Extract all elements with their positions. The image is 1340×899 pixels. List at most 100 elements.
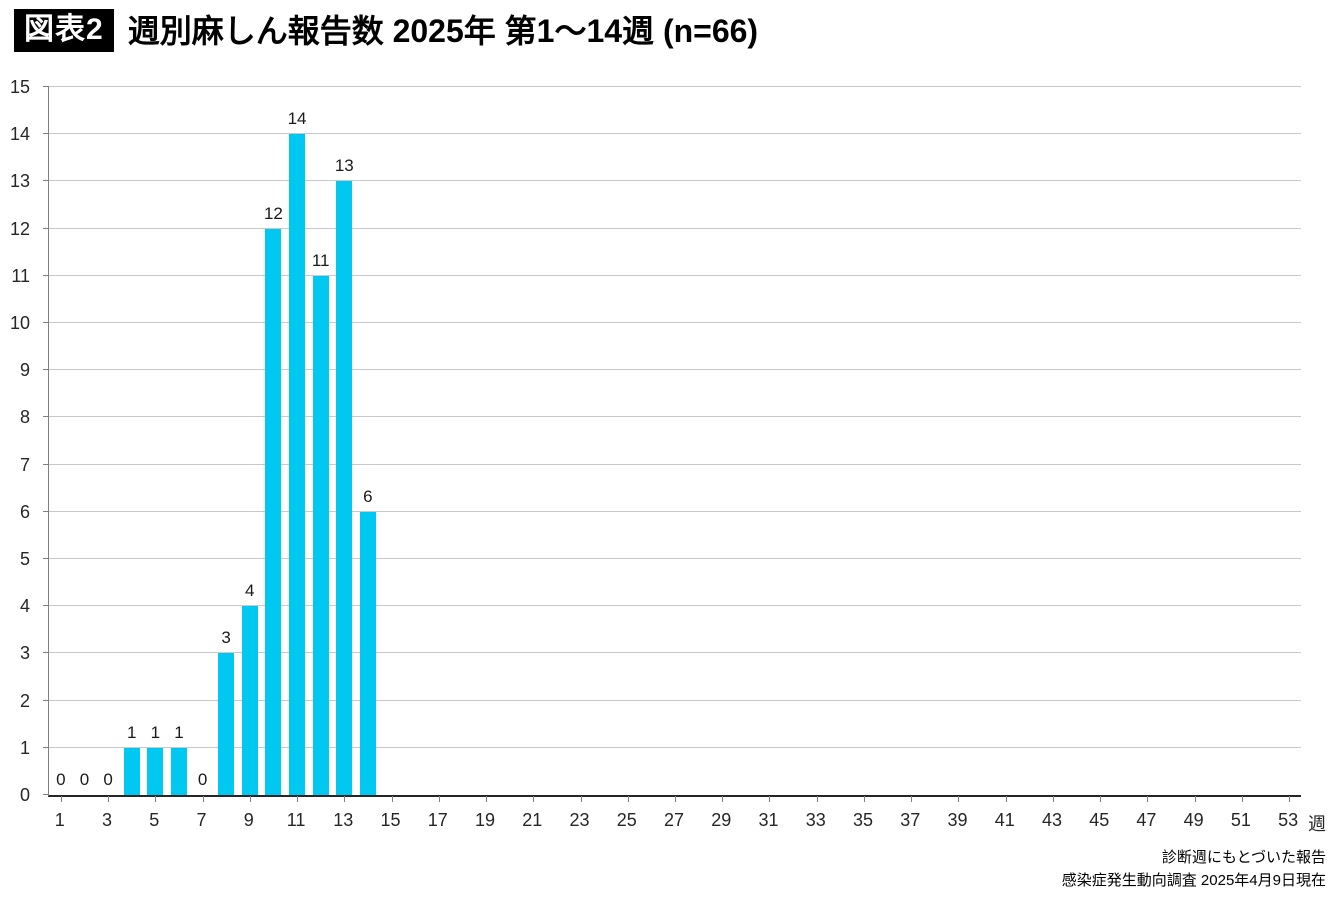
x-axis-tick — [108, 796, 110, 802]
figure-title: 週別麻しん報告数 2025年 第1〜14週 (n=66) — [127, 12, 759, 49]
bar-value-label: 11 — [311, 250, 330, 270]
x-axis-tick-label: 5 — [149, 810, 160, 830]
x-axis-tick-label: 47 — [1136, 810, 1157, 830]
y-axis-tick-label: 5 — [19, 549, 30, 569]
x-axis-tick — [1194, 796, 1196, 802]
x-axis-tick — [722, 796, 724, 802]
x-axis-tick — [1241, 796, 1243, 802]
gridline — [49, 322, 1301, 323]
figure-number-badge: 図表2 — [14, 9, 114, 52]
bar-value-label: 13 — [334, 156, 354, 176]
x-axis-tick-label: 49 — [1183, 810, 1204, 830]
x-axis-tick-label: 45 — [1089, 810, 1110, 830]
gridline — [49, 463, 1301, 465]
y-axis-tick-label: 0 — [19, 785, 30, 805]
x-axis-tick-label: 3 — [102, 810, 113, 830]
x-axis-tick — [958, 796, 960, 802]
y-axis-tick — [43, 558, 49, 559]
bar-week-12 — [312, 275, 329, 795]
y-axis-tick-label: 12 — [9, 218, 30, 239]
x-axis-tick-label: 15 — [380, 810, 401, 830]
plot-area: 0 0 0 1 1 1 0 3 4 12 14 11 13 6 — [43, 86, 1301, 802]
bar-value-label: 4 — [245, 581, 255, 601]
gridline — [49, 180, 1301, 182]
x-axis-tick-label: 29 — [711, 810, 732, 830]
x-axis-tick-label: 27 — [663, 810, 685, 830]
bar-value-label: 1 — [174, 722, 184, 742]
x-axis-tick — [580, 796, 582, 802]
x-axis-tick-label: 25 — [616, 810, 637, 830]
x-axis-tick — [344, 796, 346, 802]
y-axis-tick-label: 1 — [19, 737, 30, 758]
x-axis-tick — [1005, 796, 1007, 802]
x-axis-tick — [249, 796, 251, 802]
x-axis-tick — [1147, 796, 1149, 802]
y-axis-tick-label: 8 — [19, 407, 30, 428]
y-axis-tick-label: 2 — [19, 690, 30, 711]
x-axis-tick — [863, 796, 865, 802]
gridline — [49, 369, 1301, 371]
x-axis-tick — [1052, 796, 1054, 802]
x-axis-tick-label: 19 — [475, 810, 496, 830]
y-axis-tick-label: 6 — [19, 501, 30, 522]
figure-header: 図表2 週別麻しん報告数 2025年 第1〜14週 (n=66) — [14, 9, 758, 52]
gridline — [49, 274, 1301, 276]
y-axis-tick — [43, 227, 49, 229]
x-axis-tick-label: 37 — [900, 810, 921, 830]
bar-week-8 — [218, 653, 235, 795]
y-axis-tick — [43, 794, 49, 795]
x-axis-unit-label: 週 — [1308, 814, 1326, 834]
y-axis-tick-label: 11 — [11, 265, 30, 286]
y-axis-tick — [43, 605, 49, 607]
x-axis-tick-label: 53 — [1278, 810, 1299, 830]
gridline — [49, 558, 1301, 559]
x-axis-tick — [675, 796, 676, 802]
gridline — [49, 133, 1301, 135]
x-axis-tick — [202, 796, 204, 802]
x-axis-tick — [297, 796, 299, 802]
y-axis-tick — [43, 416, 49, 418]
y-axis-tick — [43, 463, 49, 465]
bar-value-label: 0 — [56, 770, 66, 789]
bar-value-label: 14 — [287, 109, 307, 129]
bar-value-label: 1 — [126, 722, 137, 742]
bar-week-5 — [147, 747, 164, 795]
source-line-2: 感染症発生動向調査 2025年4月9日現在 — [1061, 871, 1326, 889]
gridline — [49, 746, 1301, 748]
y-axis-tick — [43, 746, 49, 748]
y-axis-tick — [43, 322, 49, 323]
x-axis-tick — [155, 796, 157, 802]
x-axis-tick-label: 1 — [54, 810, 65, 830]
y-axis-tick — [43, 180, 49, 182]
x-axis-tick-label: 39 — [947, 810, 968, 830]
y-axis-tick-label: 10 — [9, 313, 30, 333]
bar-week-9 — [241, 606, 258, 795]
x-axis-tick-label: 9 — [243, 810, 254, 830]
x-axis-tick — [60, 796, 62, 802]
x-axis-tick — [486, 796, 488, 802]
x-axis-tick — [1289, 796, 1291, 802]
x-axis-tick — [816, 796, 818, 802]
bar-value-label: 6 — [363, 486, 373, 506]
x-axis-tick-label: 13 — [333, 810, 354, 830]
x-axis-tick-label: 7 — [196, 810, 207, 830]
x-axis-tick — [627, 796, 629, 802]
y-axis-tick — [43, 699, 49, 701]
x-axis-tick-label: 31 — [758, 810, 779, 830]
x-axis-tick — [391, 796, 393, 802]
bar-week-6 — [170, 747, 187, 795]
x-axis-tick — [1100, 796, 1102, 802]
x-axis-tick-label: 23 — [569, 810, 590, 830]
y-axis-tick-label: 15 — [9, 77, 30, 97]
gridline — [49, 605, 1301, 607]
gridline — [49, 652, 1301, 654]
gridline — [49, 510, 1301, 512]
y-axis-tick — [43, 510, 49, 512]
bar-week-10 — [265, 228, 282, 795]
bar-week-4 — [123, 747, 140, 795]
x-axis-labels: 1 3 5 7 9 11 13 15 17 19 21 23 25 27 29 31 33 35 37 39 41 43 4… — [48, 810, 1300, 834]
x-axis-tick-label: 11 — [286, 810, 306, 830]
bar-value-label: 0 — [79, 770, 90, 789]
y-axis-tick-label: 7 — [19, 454, 30, 475]
source-line-1: 診断週にもとづいた報告 — [1161, 848, 1326, 866]
